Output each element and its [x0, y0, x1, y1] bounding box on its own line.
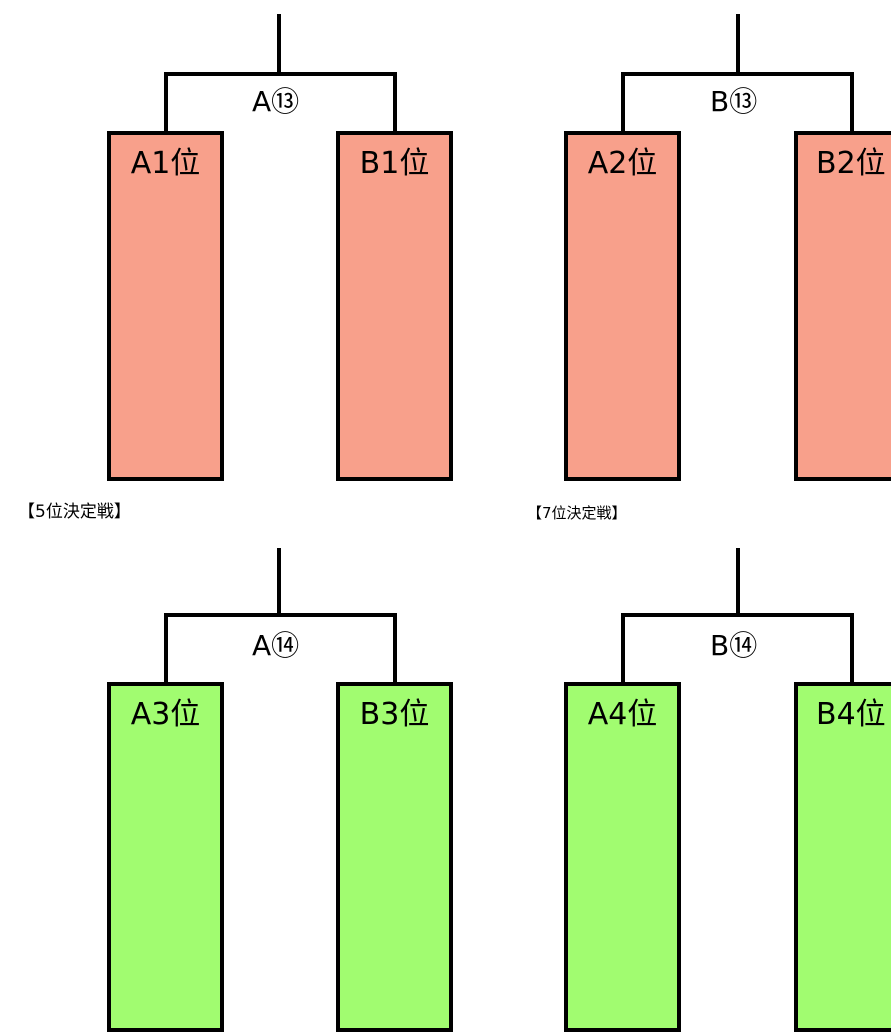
bracket-right-drop-line: [850, 72, 854, 134]
section-title-7th-place: 【7位決定戦】: [527, 504, 627, 522]
bracket-right-drop-line: [393, 72, 397, 134]
team-box-b4: B4位: [794, 682, 891, 1032]
match-label: B⑭: [710, 629, 758, 662]
bracket-right-drop-line: [393, 613, 397, 685]
match-label: A⑭: [252, 629, 300, 662]
match-label: B⑬: [710, 85, 758, 118]
team-box-a4: A4位: [564, 682, 681, 1032]
bracket-left-drop-line: [621, 613, 625, 685]
bracket-left-drop-line: [621, 72, 625, 134]
team-box-a3: A3位: [107, 682, 224, 1032]
bracket-bar-line: [164, 72, 397, 76]
bracket-stem-line: [277, 14, 281, 74]
bracket-bar-line: [164, 613, 397, 617]
team-box-a2: A2位: [564, 131, 681, 481]
team-box-a1: A1位: [107, 131, 224, 481]
bracket-bar-line: [621, 72, 854, 76]
bracket-stem-line: [736, 14, 740, 74]
bracket-stem-line: [277, 548, 281, 616]
bracket-right-drop-line: [850, 613, 854, 685]
team-box-b3: B3位: [336, 682, 453, 1032]
bracket-left-drop-line: [164, 613, 168, 685]
section-title-5th-place: 【5位決定戦】: [18, 502, 131, 522]
match-label: A⑬: [252, 85, 300, 118]
team-box-b2: B2位: [794, 131, 891, 481]
bracket-bar-line: [621, 613, 854, 617]
bracket-stem-line: [736, 548, 740, 616]
bracket-left-drop-line: [164, 72, 168, 134]
team-box-b1: B1位: [336, 131, 453, 481]
